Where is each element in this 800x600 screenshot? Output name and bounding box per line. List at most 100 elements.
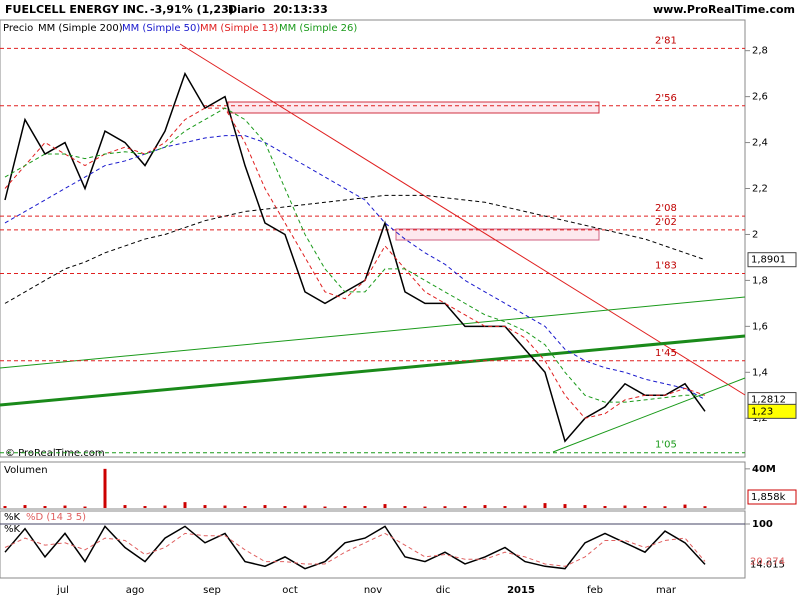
bar [683, 504, 687, 508]
legend-entry: MM (Simple 50) [122, 23, 200, 34]
trend-line [179, 43, 746, 396]
value-box [747, 489, 797, 505]
series-line [4, 71, 706, 443]
bar [563, 504, 567, 508]
legend-entry: %D (14 3 5) [26, 512, 86, 523]
zone [395, 228, 600, 241]
bar [343, 506, 347, 508]
legend-entry: MM (Simple 200) [38, 23, 123, 34]
bar [283, 506, 287, 508]
legend-entry: MM (Simple 26) [279, 23, 357, 34]
series-line [4, 194, 706, 304]
price-marker-label: 1,8901 [751, 255, 786, 266]
month: dic [436, 585, 451, 596]
title: FUELCELL ENERGY INC. [5, 3, 148, 16]
bar [183, 502, 187, 508]
bar [3, 506, 7, 508]
bar [643, 506, 647, 508]
y-tick-label: 1,4 [752, 367, 768, 378]
bar [503, 506, 507, 508]
price-frame [0, 19, 746, 458]
level-label: 1'83 [655, 261, 677, 272]
bar [143, 506, 147, 508]
month: sep [203, 585, 221, 596]
y-tick-label: 100 [752, 519, 773, 530]
level-label: 2'56 [655, 93, 677, 104]
price-marker-label: 1,23 [751, 406, 773, 417]
copyright: © ProRealTime.com [5, 448, 105, 459]
value-label: 14.015 [750, 559, 785, 570]
bar [443, 506, 447, 508]
legend-entry: Precio [3, 23, 33, 34]
period: Diario [228, 3, 266, 16]
level-label: 2'81 [655, 35, 677, 46]
month: mar [656, 585, 677, 596]
bar [703, 506, 707, 508]
bar [163, 505, 167, 508]
bar [303, 505, 307, 508]
bar [583, 505, 587, 508]
legend-entry: MM (Simple 13) [200, 23, 278, 34]
series-line [4, 107, 706, 419]
bar [523, 505, 527, 508]
bar [623, 505, 627, 508]
bar [43, 506, 47, 508]
y-tick-label: 1,6 [752, 321, 768, 332]
bar [463, 506, 467, 508]
legend-entry: %K [4, 512, 21, 523]
price-marker-label: 1,2812 [751, 395, 786, 406]
y-tick-label: 2,6 [752, 92, 768, 103]
site: www.ProRealTime.com [653, 3, 795, 16]
bar [83, 506, 87, 508]
change: -3,91% (1,23) [150, 3, 234, 16]
y-tick-label: 40M [752, 464, 776, 475]
bar [363, 506, 367, 508]
bar [663, 506, 667, 508]
level-label: 1'45 [655, 348, 677, 359]
value-label: 1,858k [751, 492, 786, 503]
bar [263, 505, 267, 508]
series-line [4, 525, 706, 570]
month: oct [282, 585, 298, 596]
y-tick-label: 2,4 [752, 138, 768, 149]
price-marker [747, 403, 797, 419]
trend-line [0, 296, 746, 369]
month: feb [587, 585, 603, 596]
bar [403, 506, 407, 508]
bar [23, 505, 27, 508]
month: ago [126, 585, 145, 596]
bar [323, 506, 327, 508]
panel-title: %K [4, 524, 21, 535]
bar [423, 506, 427, 508]
stoch-frame [0, 510, 746, 579]
bar [243, 506, 247, 508]
bar [603, 506, 607, 508]
month: 2015 [507, 585, 535, 596]
y-tick-label: 2,2 [752, 184, 768, 195]
bar [223, 505, 227, 508]
level-label: 2'02 [655, 217, 677, 228]
trend-line [552, 377, 746, 453]
y-tick-label: 2 [752, 229, 758, 240]
series-line [4, 532, 706, 567]
zone [227, 101, 600, 114]
time: 20:13:33 [273, 3, 328, 16]
bar [543, 503, 547, 508]
series-line [4, 135, 706, 401]
month: jul [56, 585, 69, 596]
panel-title: Volumen [4, 465, 48, 476]
bar [383, 504, 387, 508]
volume-frame [0, 461, 746, 510]
level-label: 2'08 [655, 203, 677, 214]
header-bar [0, 0, 800, 20]
price-marker [747, 252, 797, 268]
month: nov [364, 585, 382, 596]
trend-line [0, 334, 746, 407]
bar [103, 468, 107, 508]
y-tick-label: 1,8 [752, 275, 768, 286]
bar [123, 505, 127, 508]
bar [203, 505, 207, 508]
level-label: 1'05 [655, 440, 677, 451]
